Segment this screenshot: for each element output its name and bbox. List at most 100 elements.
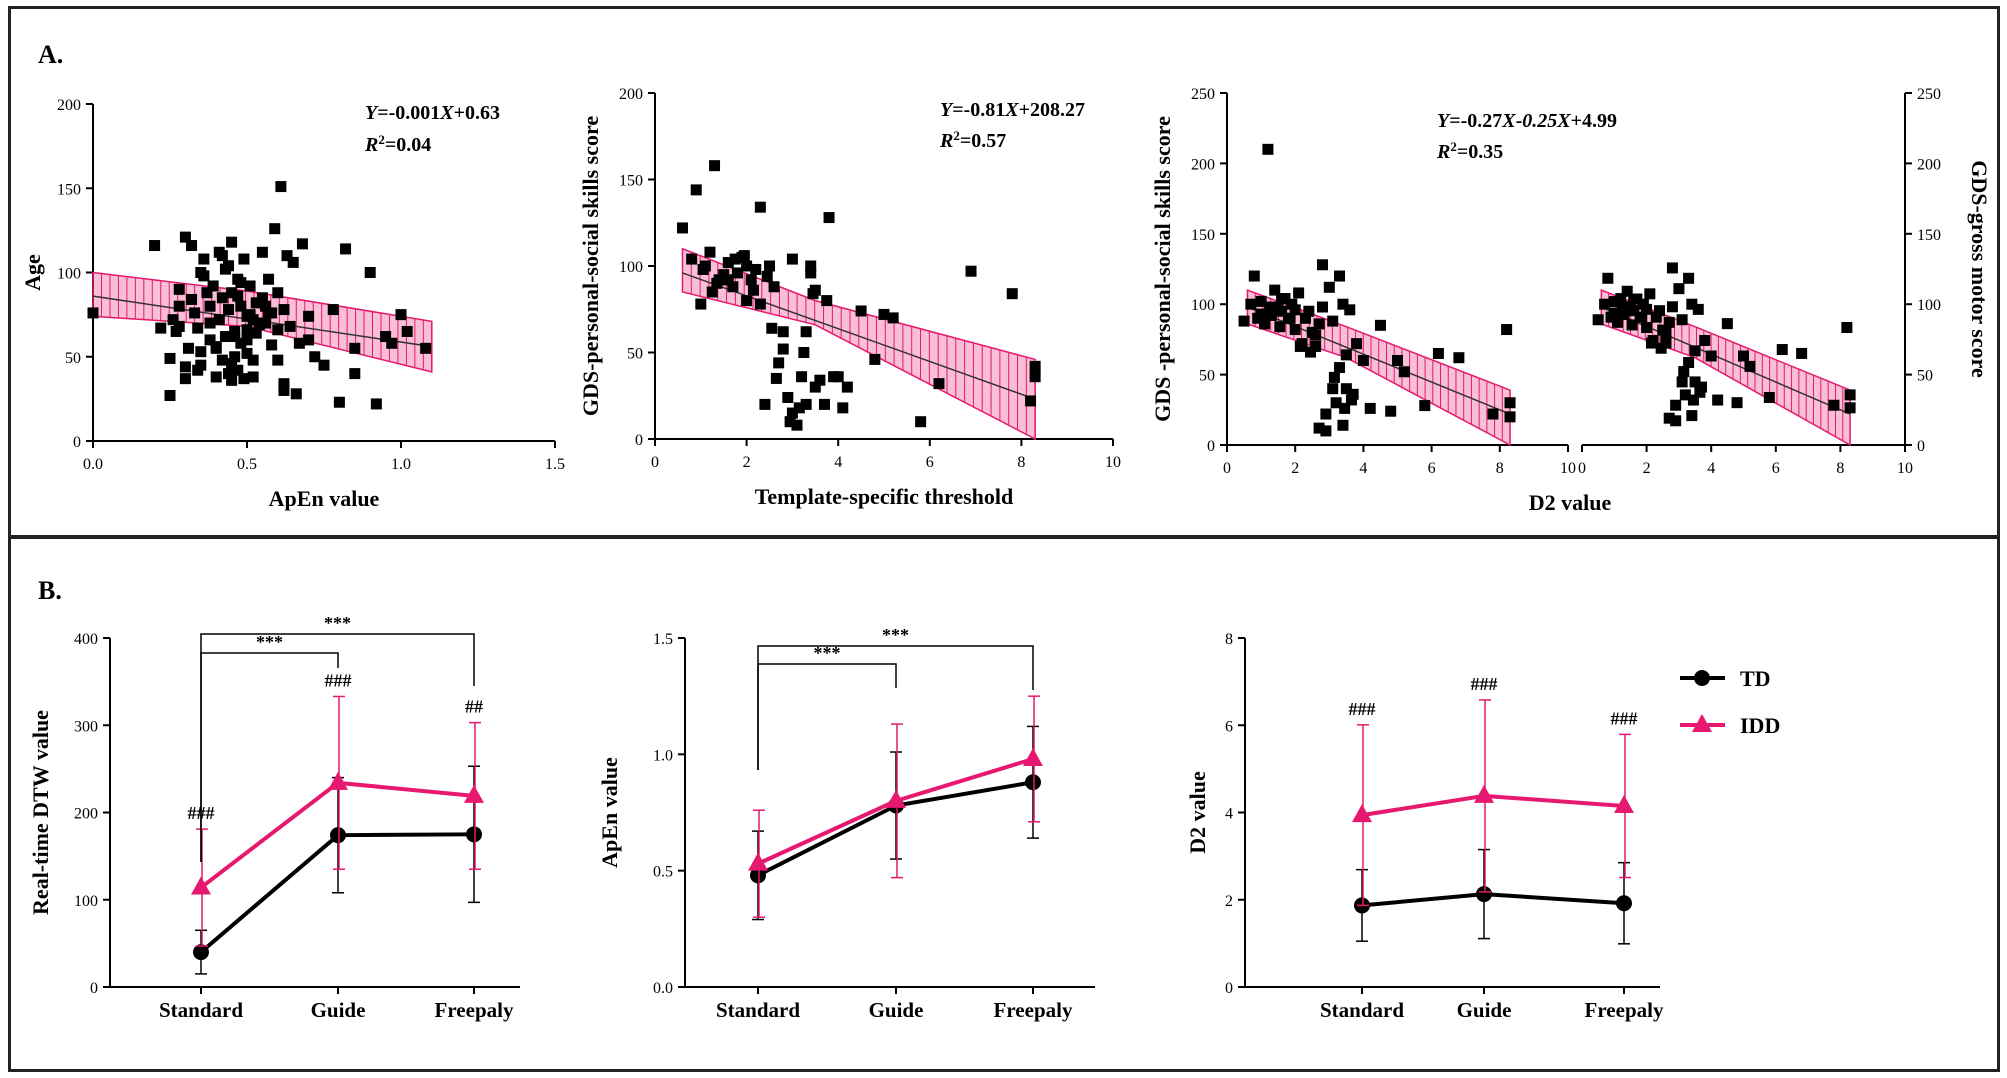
x-tick-label: 4 [1359,460,1367,477]
y-tick-label-left: 250 [1191,86,1215,103]
data-point [1592,314,1604,326]
data-point [1259,318,1271,330]
y-tick-label: 150 [619,173,643,190]
data-point [1683,272,1695,284]
data-point [1351,338,1363,350]
data-point [250,327,262,339]
y-axis-label: Age [20,254,45,291]
data-point [226,236,238,248]
data-point [777,326,789,338]
x-tick-label: 8 [1836,460,1844,477]
data-point [1327,315,1339,327]
data-point [1337,419,1349,431]
data-point [272,354,284,366]
y-axis-label: Real-time DTW value [28,710,53,915]
data-point [869,353,881,365]
data-point [800,398,812,410]
data-point [887,312,899,324]
data-point [1699,334,1711,346]
category-label: Guide [311,998,366,1022]
data-point [167,314,179,326]
data-point [204,334,216,346]
data-point [189,307,201,319]
data-point [1453,352,1465,364]
data-point [253,317,265,329]
data-point [823,212,835,224]
y-tick-label-left: 150 [1191,227,1215,244]
data-point [1337,298,1349,310]
idd-marker [191,876,211,895]
data-point [770,372,782,384]
data-point [1299,312,1311,324]
data-point [1641,322,1653,334]
data-point [303,334,315,346]
data-point [349,368,361,380]
data-point [1678,366,1690,378]
data-point [798,347,810,358]
y-tick-label: 100 [74,893,98,910]
x-tick-label: 2 [1291,460,1299,477]
data-point [722,274,734,286]
data-point [933,378,945,390]
significance-bracket [200,652,339,862]
data-point [786,407,798,419]
significance-stars: *** [256,632,283,652]
data-point [1286,298,1298,310]
y-tick-label: 8 [1225,631,1233,648]
idd-marker [748,852,768,871]
y-tick-label-left: 200 [1191,156,1215,173]
data-point [155,322,167,334]
data-point [697,263,709,275]
data-points [87,181,432,410]
data-point [773,357,785,369]
y-tick-label: 1.0 [653,747,673,764]
category-label: Guide [869,998,924,1022]
data-point [855,305,867,317]
significance-stars: *** [324,613,351,633]
fit-line [682,272,1036,400]
data-point [1644,288,1656,300]
data-point [238,253,250,265]
x-axis-label: D2 value [1529,490,1612,515]
x-tick-label: 6 [1428,460,1436,477]
data-point [235,277,247,289]
data-point [1313,318,1325,330]
data-point [1334,270,1346,282]
data-point [1284,312,1296,324]
equation-part: =-0.27 [1449,110,1502,132]
data-point [1654,305,1666,317]
data-point [216,354,228,366]
data-point [247,354,259,366]
data-point [1744,360,1756,372]
data-point [380,331,392,343]
data-point [1692,303,1704,315]
y-axis-label: D2 value [1185,771,1210,854]
data-point [1327,383,1339,395]
r2-sup: 2 [378,132,385,147]
y-tick-label: 100 [57,266,81,283]
data-point [263,307,275,319]
data-point [210,371,222,383]
td-marker [1616,895,1632,912]
idd-marker [1023,747,1043,766]
data-point [729,253,741,265]
data-point [1025,395,1037,407]
x-tick-label: 4 [834,454,842,471]
data-point [818,398,830,410]
data-point [1432,347,1444,359]
data-point [821,295,833,307]
data-point [1721,318,1733,330]
data-point [1645,337,1657,349]
series-idd [1352,699,1634,907]
data-point [1264,301,1276,313]
data-point [1612,316,1624,328]
x-tick-label: 2 [743,454,751,471]
data-points [1238,143,1856,437]
y-tick-label: 200 [619,86,643,103]
data-point [275,181,287,193]
data-point [761,270,773,282]
data-point [796,371,808,383]
equation-part: =-0.001 [377,102,440,124]
data-point [1796,347,1808,359]
data-point [290,388,302,400]
